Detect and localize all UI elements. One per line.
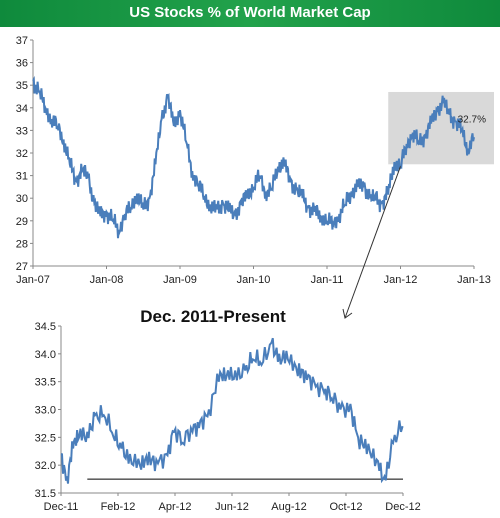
y-tick-label: 30 (16, 193, 28, 205)
x-tick-label: Jan-13 (457, 274, 491, 286)
y-tick-label: 34.0 (35, 349, 56, 361)
y-tick-label: 33.0 (35, 405, 56, 417)
x-tick-label: Jan-11 (311, 274, 344, 286)
main-chart-ticks: 27 28 29 30 31 32 33 34 35 36 37 Jan-07 Jan-08 Jan-09… (16, 35, 491, 286)
y-tick-label: 31.5 (35, 488, 56, 500)
x-tick-label: Jun-12 (215, 501, 249, 513)
x-tick-label: Oct-12 (329, 501, 362, 513)
inset-chart-title: Dec. 2011-Present (140, 307, 286, 326)
y-tick-label: 31 (16, 171, 28, 183)
y-tick-label: 33.5 (35, 377, 56, 389)
y-tick-label: 28 (16, 238, 28, 250)
x-tick-label: Jan-09 (163, 274, 197, 286)
inset-chart-ticks: 31.5 32.0 32.5 33.0 33.5 34.0 34.5 Dec-11 Feb-12… (35, 321, 421, 513)
title-banner: US Stocks % of World Market Cap (0, 0, 500, 27)
y-tick-label: 36 (16, 58, 28, 70)
callout-arrowhead (342, 308, 353, 319)
x-tick-label: Jan-12 (384, 274, 418, 286)
x-tick-label: Aug-12 (271, 501, 306, 513)
latest-value-label: 32.7% (458, 114, 486, 125)
y-tick-label: 32.5 (35, 432, 56, 444)
x-tick-label: Apr-12 (158, 501, 191, 513)
x-tick-label: Dec-11 (44, 501, 79, 513)
chart-title: US Stocks % of World Market Cap (129, 4, 371, 21)
x-tick-label: Dec-12 (385, 501, 420, 513)
y-tick-label: 37 (16, 35, 28, 47)
x-tick-label: Feb-12 (101, 501, 136, 513)
x-tick-label: Jan-07 (16, 274, 50, 286)
callout-arrow (344, 166, 401, 319)
y-tick-label: 29 (16, 216, 28, 228)
y-tick-label: 34 (16, 103, 28, 115)
y-tick-label: 34.5 (35, 321, 56, 333)
y-tick-label: 32 (16, 148, 28, 160)
y-tick-label: 27 (16, 261, 28, 273)
y-tick-label: 32.0 (35, 460, 56, 472)
x-tick-label: Jan-10 (237, 274, 271, 286)
y-tick-label: 33 (16, 125, 28, 137)
x-tick-label: Jan-08 (90, 274, 124, 286)
inset-series-line (60, 337, 404, 484)
y-tick-label: 35 (16, 80, 28, 92)
